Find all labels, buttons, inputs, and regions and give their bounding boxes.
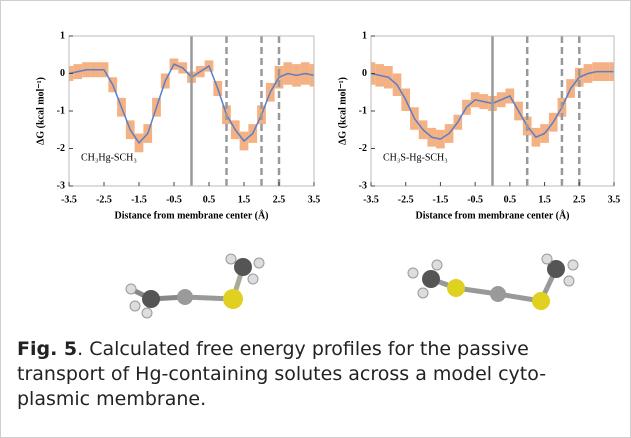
figure: -3 -2 -1 0 1 -3.5 -2.5 -1.5 -0.5 0.5 1.5 2.5 3.5 Dist… bbox=[0, 0, 631, 438]
y-tick-label: -1 bbox=[359, 105, 367, 116]
y-tick-label: 0 bbox=[362, 68, 367, 79]
x-tick-label: -0.5 bbox=[467, 194, 483, 205]
y-tick-label: 1 bbox=[60, 30, 65, 41]
x-tick-label: 1.5 bbox=[238, 194, 251, 205]
y-tick-label: -2 bbox=[57, 143, 65, 154]
x-tick-label: 1.5 bbox=[538, 194, 551, 205]
x-tick-label: -0.5 bbox=[166, 194, 182, 205]
x-tick-label: 0.5 bbox=[504, 194, 517, 205]
y-axis-title: ΔG (kcal mol⁻¹) bbox=[337, 77, 348, 145]
y-tick-label: 1 bbox=[362, 30, 367, 41]
y-tick-label: -2 bbox=[359, 143, 367, 154]
x-tick-label: 3.5 bbox=[608, 194, 621, 205]
x-tick-label: -3.5 bbox=[61, 194, 77, 205]
x-tick-label: -3.5 bbox=[363, 194, 379, 205]
charts: -3 -2 -1 0 1 -3.5 -2.5 -1.5 -0.5 0.5 1.5 2.5 3.5 Dist… bbox=[1, 1, 630, 331]
x-tick-label: -2.5 bbox=[96, 194, 112, 205]
x-tick-label: 0.5 bbox=[203, 194, 216, 205]
y-tick-label: 0 bbox=[60, 68, 65, 79]
annotation: CH₃Hg-SCH₃ bbox=[81, 152, 137, 163]
molecule-right bbox=[408, 254, 578, 310]
x-tick-label: 2.5 bbox=[573, 194, 586, 205]
x-tick-label: 3.5 bbox=[308, 194, 321, 205]
x-axis-title: Distance from membrane center (Å) bbox=[415, 209, 569, 221]
y-tick-label: -3 bbox=[57, 180, 65, 191]
caption: Fig. 5. Calculated free energy profiles … bbox=[17, 337, 613, 412]
molecule-left bbox=[126, 254, 264, 318]
x-axis-title: Distance from membrane center (Å) bbox=[114, 209, 268, 221]
x-tick-label: -2.5 bbox=[398, 194, 414, 205]
y-tick-label: -3 bbox=[359, 180, 367, 191]
y-tick-label: -1 bbox=[57, 105, 65, 116]
caption-text: . Calculated free energy profiles for th… bbox=[17, 338, 546, 410]
caption-label: Fig. 5 bbox=[17, 338, 77, 360]
y-axis-title: ΔG (kcal mol⁻¹) bbox=[35, 77, 46, 145]
x-tick-label: -1.5 bbox=[433, 194, 449, 205]
x-tick-label: -1.5 bbox=[131, 194, 147, 205]
annotation: CH₃S-Hg-SCH₃ bbox=[383, 152, 448, 163]
x-tick-label: 2.5 bbox=[273, 194, 286, 205]
